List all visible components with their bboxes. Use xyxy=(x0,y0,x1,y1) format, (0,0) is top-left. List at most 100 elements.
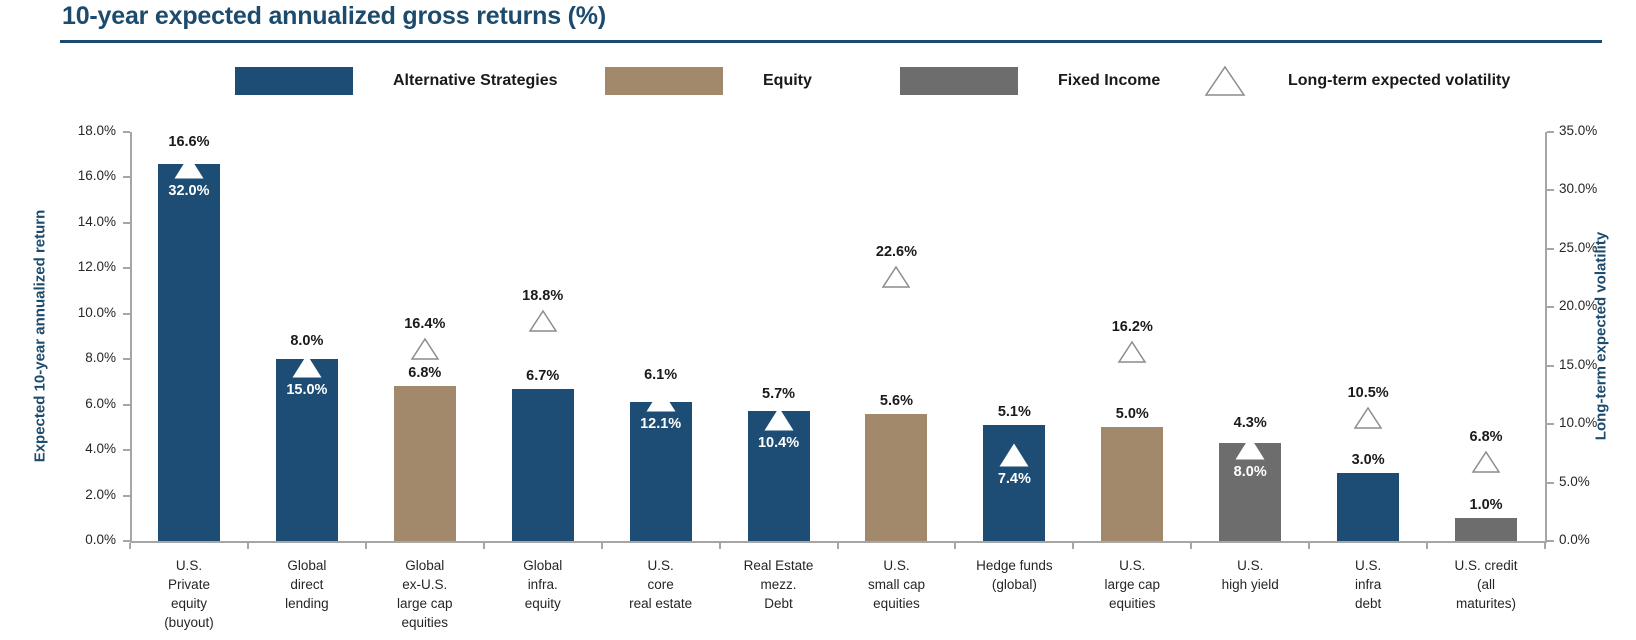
x-axis-tick xyxy=(482,543,485,549)
y-right-tick-label: 10.0% xyxy=(1559,415,1598,431)
y-left-tick xyxy=(123,312,130,315)
x-axis-tick xyxy=(836,543,839,549)
return-bar xyxy=(393,386,456,541)
volatility-marker-icon xyxy=(1117,340,1147,369)
return-bar xyxy=(747,411,810,541)
y-left-tick xyxy=(123,358,130,361)
legend-swatch-gray xyxy=(900,67,1018,95)
category-label: U.S. core real estate xyxy=(629,558,693,611)
return-value-label: 4.3% xyxy=(1233,414,1267,431)
return-bar xyxy=(1101,427,1164,541)
y-right-tick-label: 20.0% xyxy=(1559,298,1598,314)
return-bar xyxy=(275,359,338,541)
volatility-value-label: 8.0% xyxy=(1233,463,1267,480)
page-title: 10-year expected annualized gross return… xyxy=(62,2,606,30)
return-value-label: 3.0% xyxy=(1351,451,1385,468)
y-right-tick-label: 35.0% xyxy=(1559,123,1598,138)
y-left-tick-label: 8.0% xyxy=(85,350,116,366)
x-axis-tick xyxy=(954,543,957,549)
y-left-tick-label: 14.0% xyxy=(77,213,116,229)
volatility-marker-icon xyxy=(1471,450,1501,479)
x-axis-tick xyxy=(718,543,721,549)
return-value-label: 8.0% xyxy=(290,332,324,349)
y-left-tick xyxy=(123,494,130,497)
right-axis-title: Long-term expected volatility xyxy=(1592,231,1610,441)
volatility-value-label: 10.4% xyxy=(757,435,800,452)
volatility-marker-icon xyxy=(646,388,676,417)
legend: Alternative Strategies Equity Fixed Income… xyxy=(0,0,1636,110)
legend-label: Alternative Strategies xyxy=(393,72,558,89)
category-label: U.S. Private equity (buyout) xyxy=(164,558,214,630)
y-right-tick xyxy=(1547,423,1554,426)
volatility-marker-icon xyxy=(1353,406,1383,435)
y-right-tick xyxy=(1547,306,1554,309)
volatility-value-label: 16.4% xyxy=(404,316,446,333)
return-bar xyxy=(1219,443,1282,541)
y-right-tick xyxy=(1547,189,1554,192)
x-axis-tick xyxy=(1308,543,1311,549)
x-axis-tick xyxy=(600,543,603,549)
x-axis-tick xyxy=(364,543,367,549)
volatility-marker-icon xyxy=(410,337,440,366)
return-value-label: 5.6% xyxy=(879,392,913,409)
legend-swatch-blue xyxy=(235,67,353,95)
return-value-label: 5.1% xyxy=(997,404,1031,421)
return-bar xyxy=(157,163,220,541)
return-value-label: 5.0% xyxy=(1115,406,1149,423)
volatility-value-label: 32.0% xyxy=(168,183,210,200)
y-left-tick xyxy=(123,403,130,406)
x-axis-tick xyxy=(1190,543,1193,549)
category-label: U.S. credit (all maturites) xyxy=(1454,558,1518,611)
y-left-tick xyxy=(123,176,130,179)
y-left-tick-label: 2.0% xyxy=(85,486,116,502)
y-right-tick-label: 5.0% xyxy=(1559,473,1590,489)
y-left-tick-label: 0.0% xyxy=(85,532,116,547)
y-left-tick-label: 18.0% xyxy=(77,123,116,138)
category-label: Global infra. equity xyxy=(523,558,563,611)
x-axis-tick xyxy=(1544,543,1546,549)
return-value-label: 16.6% xyxy=(168,134,210,151)
y-left-tick xyxy=(123,131,130,133)
return-value-label: 5.7% xyxy=(762,386,796,403)
return-value-label: 6.7% xyxy=(526,367,560,384)
left-axis-line xyxy=(130,132,132,541)
volatility-value-label: 15.0% xyxy=(286,381,328,398)
return-bar xyxy=(629,402,692,541)
volatility-marker-icon xyxy=(1235,436,1265,465)
category-label: Hedge funds (global) xyxy=(976,558,1053,592)
volatility-legend-triangle-icon xyxy=(1204,65,1246,102)
left-axis-title: Expected 10-year annualized return xyxy=(31,209,49,463)
y-right-tick xyxy=(1547,131,1554,133)
category-label: U.S. large cap equities xyxy=(1104,558,1161,611)
return-bar xyxy=(1455,518,1518,541)
volatility-value-label: 6.8% xyxy=(1469,428,1503,445)
y-right-tick-label: 15.0% xyxy=(1559,356,1598,372)
y-left-tick xyxy=(123,540,130,542)
legend-label: Long-term expected volatility xyxy=(1288,72,1511,89)
y-left-tick xyxy=(123,449,130,452)
volatility-marker-icon xyxy=(764,407,794,436)
y-left-tick-label: 4.0% xyxy=(85,441,116,457)
x-axis-tick xyxy=(1426,543,1429,549)
volatility-value-label: 7.4% xyxy=(997,470,1031,487)
return-bar xyxy=(511,388,574,541)
volatility-value-label: 16.2% xyxy=(1111,318,1153,335)
volatility-marker-icon xyxy=(881,265,911,294)
volatility-value-label: 10.5% xyxy=(1347,385,1389,402)
y-left-tick-label: 6.0% xyxy=(85,395,116,411)
category-label: Global ex-U.S. large cap equities xyxy=(397,558,453,630)
category-label: U.S. small cap equities xyxy=(867,558,925,611)
return-bar xyxy=(865,413,928,541)
y-right-tick xyxy=(1547,247,1554,250)
y-left-tick-label: 10.0% xyxy=(77,304,116,320)
x-axis-tick xyxy=(129,543,131,549)
volatility-value-label: 12.1% xyxy=(640,415,682,432)
y-right-tick-label: 25.0% xyxy=(1559,239,1598,255)
volatility-marker-icon xyxy=(528,309,558,338)
legend-label: Equity xyxy=(763,72,812,89)
y-right-tick-label: 0.0% xyxy=(1559,532,1590,547)
x-axis-tick xyxy=(246,543,249,549)
y-right-tick xyxy=(1547,481,1554,484)
y-left-tick xyxy=(123,221,130,224)
